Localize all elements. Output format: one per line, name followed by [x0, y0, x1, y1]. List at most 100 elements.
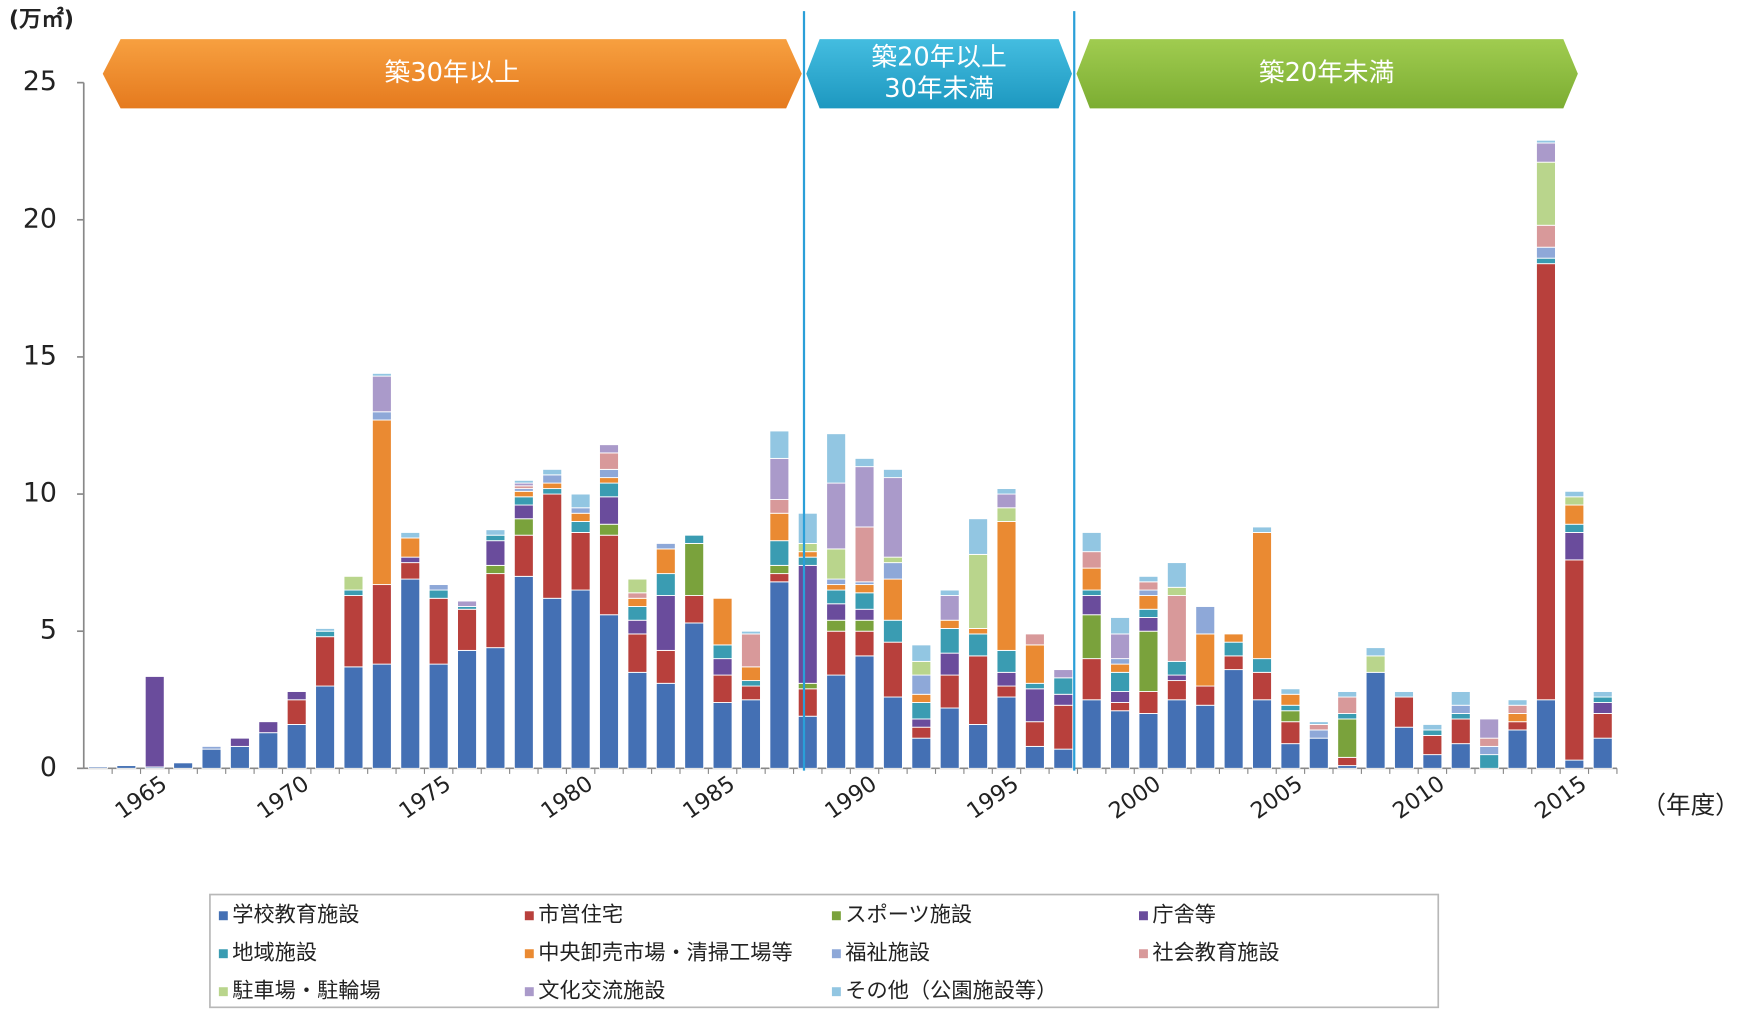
bar-segment	[1337, 696, 1358, 714]
period-banner	[1076, 39, 1578, 109]
x-tick-group: 1970	[252, 771, 313, 825]
bar-segment	[542, 493, 563, 599]
bar-segment	[400, 532, 421, 539]
bar-segment	[1536, 257, 1556, 265]
y-tick-label: 5	[40, 615, 57, 646]
bar-segment	[258, 732, 279, 769]
bar-segment	[286, 699, 307, 725]
bar-segment	[655, 548, 676, 575]
bar-segment	[1422, 734, 1443, 756]
legend-label: 中央卸売市場・清掃工場等	[538, 941, 792, 966]
x-tick-label: 1965	[110, 771, 171, 825]
bar-segment	[570, 512, 591, 522]
bar-segment	[1592, 713, 1613, 739]
bar-segment	[1450, 743, 1471, 769]
legend-label: 駐車場・駐輪場	[232, 979, 380, 1004]
x-tick-label: 1980	[536, 771, 597, 825]
bar-segment	[315, 630, 336, 638]
bar-segment	[1166, 586, 1187, 596]
legend-label: 市営住宅	[538, 903, 623, 928]
bar-segment	[343, 589, 364, 596]
bar-segment	[769, 430, 790, 459]
y-tick-label: 25	[23, 66, 57, 97]
bar-segment	[599, 496, 619, 525]
x-tick-label: 2015	[1530, 771, 1591, 825]
bar-segment	[797, 551, 818, 558]
bar-segment	[1110, 617, 1131, 635]
bar-segment	[1024, 721, 1045, 747]
bar-segment	[939, 652, 960, 676]
bar-segment	[1223, 669, 1244, 769]
bar-segment	[201, 748, 222, 769]
bar-segment	[315, 628, 336, 632]
bar-segment	[1479, 754, 1500, 769]
bar-segment	[371, 372, 392, 377]
bar-segment	[627, 597, 648, 607]
bar-segment	[882, 696, 903, 769]
bar-segment	[457, 600, 477, 607]
bar-segment	[1053, 704, 1074, 750]
bar-segment	[797, 556, 818, 566]
y-tick-label: 0	[40, 752, 57, 783]
bar-segment	[911, 718, 932, 728]
legend-swatch	[1139, 911, 1148, 921]
bar-segment	[1536, 699, 1556, 769]
legend-label: 社会教育施設	[1152, 941, 1279, 966]
x-tick-group: 1965	[110, 771, 171, 825]
bar-segment	[826, 433, 847, 484]
bar-segment	[88, 766, 108, 769]
bar-segment	[741, 699, 761, 769]
bar-segment	[1138, 617, 1159, 632]
bar-segment	[1110, 658, 1131, 665]
bar-segment	[854, 592, 875, 610]
bar-segment	[1110, 691, 1131, 703]
bar-segment	[968, 518, 989, 555]
bar-segment	[1422, 724, 1443, 731]
x-tick-group: 2010	[1388, 771, 1449, 825]
bar-segment	[826, 603, 847, 621]
bar-segment	[1564, 490, 1585, 498]
bar-segment	[1024, 644, 1045, 684]
bar-segment	[1138, 575, 1159, 583]
bar-segment	[286, 691, 307, 701]
bar-segment	[1450, 704, 1471, 714]
x-tick-label: 2000	[1104, 771, 1165, 825]
bar-segment	[1280, 704, 1301, 712]
bar-segment	[570, 532, 591, 591]
bar-segment	[428, 589, 449, 599]
bar-segment	[854, 466, 875, 528]
legend-swatch	[1139, 949, 1148, 959]
bar-segment	[712, 674, 733, 703]
bar-segment	[599, 468, 619, 479]
bar-segment	[1507, 713, 1528, 723]
bar-segment	[939, 595, 960, 621]
legend-swatch	[524, 987, 534, 997]
bar-segment	[485, 647, 506, 769]
x-tick-label: 1995	[962, 771, 1023, 825]
bar-segment	[1166, 674, 1187, 682]
bar-segment	[996, 507, 1017, 522]
bar-segment	[655, 542, 676, 550]
bar-segment	[1081, 658, 1102, 701]
bar-segment	[1280, 693, 1301, 706]
bar-segment	[1394, 696, 1414, 728]
bar-segment	[599, 477, 619, 484]
period-label: 築30年以上	[385, 58, 520, 88]
bar-segment	[485, 529, 506, 536]
bar-segment	[797, 688, 818, 717]
bar-segment	[1592, 702, 1613, 714]
bar-segment	[1252, 532, 1272, 660]
bar-segment	[968, 655, 989, 725]
bar-segment	[485, 564, 506, 575]
x-tick-group: 1990	[820, 771, 881, 825]
bar-segment	[1166, 660, 1187, 676]
bar-segment	[599, 482, 619, 498]
bar-segment	[599, 523, 619, 536]
bar-segment	[371, 419, 392, 586]
bar-segment	[684, 534, 705, 544]
bar-segment	[1536, 263, 1556, 701]
bar-segment	[1081, 551, 1102, 569]
bar-segment	[1536, 142, 1556, 163]
bar-segment	[769, 457, 790, 500]
bar-segment	[201, 745, 222, 750]
